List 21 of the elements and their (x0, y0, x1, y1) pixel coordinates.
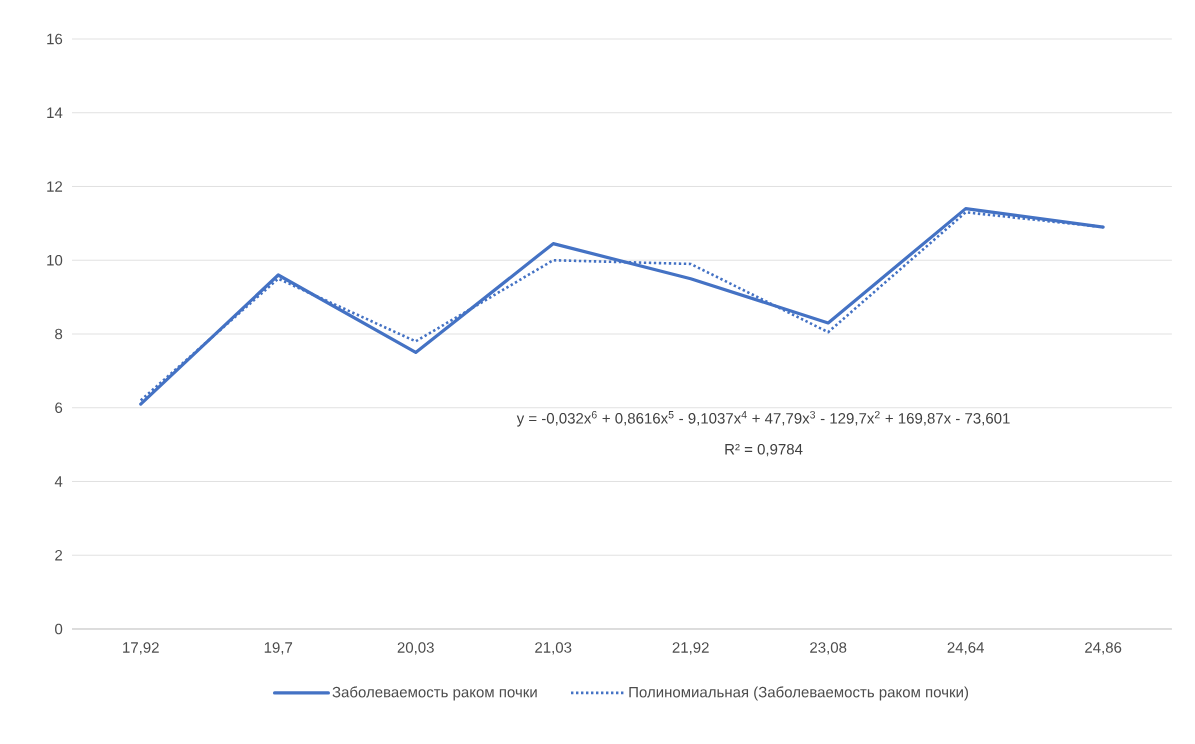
x-tick-label: 24,86 (1085, 642, 1122, 655)
y-tick-label: 4 (54, 476, 63, 487)
y-tick-label: 8 (55, 328, 63, 340)
y-tick-label: 0 (55, 623, 63, 635)
y-tick-label: 2 (55, 550, 63, 561)
legend-label: Заболеваемость раком почки (332, 686, 537, 701)
y-tick-label: 16 (47, 33, 63, 45)
x-tick-label: 21,92 (672, 642, 709, 655)
text: y = -0,032x$^{6}$ + 0,8616x$^{5}$ - 9,1037x$^{4}$ + 47,79x$^{3}$ - 129,7x$^{2}$ + 169,87x - 73,601 (516, 410, 1010, 427)
x-tick-label: 19,7 (264, 642, 293, 655)
y-tick-label: 14 (47, 107, 63, 118)
x-tick-label: 23,08 (810, 642, 847, 655)
x-tick-label: 20,03 (397, 642, 434, 655)
y-tick-label: 6 (55, 402, 63, 414)
y-tick-label: 10 (47, 254, 63, 266)
y-tick-label: 12 (47, 181, 63, 192)
x-tick-label: 21,03 (535, 642, 572, 655)
annotation: R² = 0,9784 (725, 443, 803, 457)
x-tick-label: 17,92 (123, 642, 159, 655)
x-tick-label: 24,64 (947, 642, 984, 655)
legend-label: Полиномиальная (Заболеваемость раком почки) (629, 686, 969, 701)
